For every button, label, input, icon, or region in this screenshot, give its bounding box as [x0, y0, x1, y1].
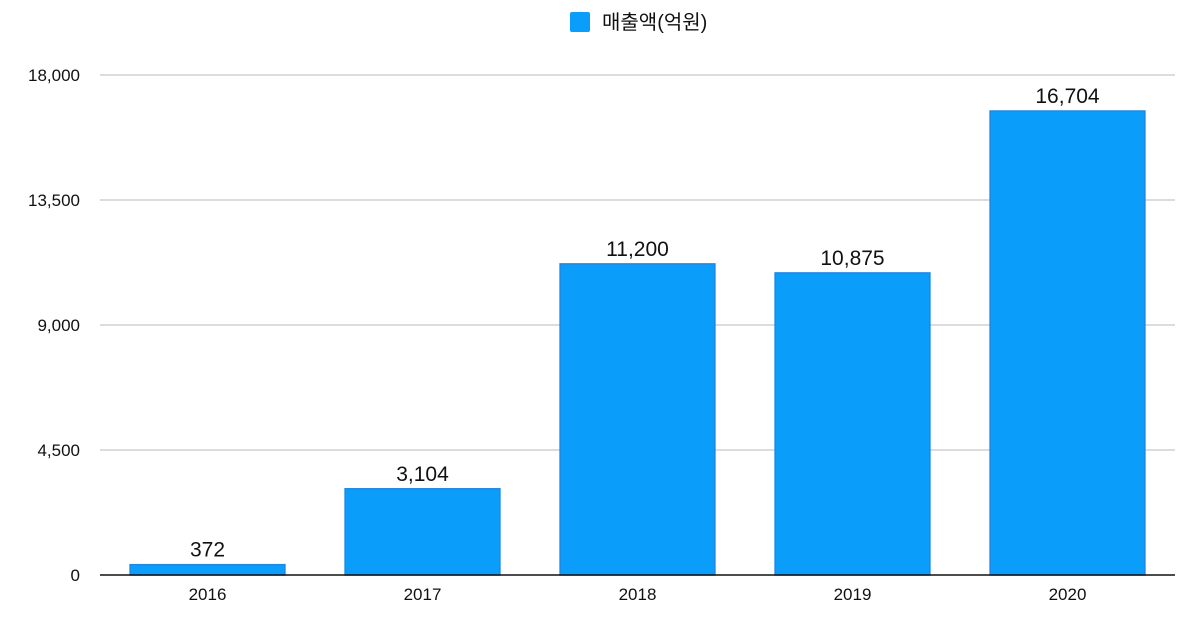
- legend-label: 매출액(억원): [602, 11, 707, 34]
- x-axis-ticks: 2016 2017 2018 2019 2020: [189, 585, 1087, 604]
- bar-2020: [989, 110, 1146, 576]
- data-label-2019: 10,875: [820, 247, 884, 270]
- bar-2016: [129, 563, 286, 576]
- legend: 매출액(억원): [570, 11, 707, 34]
- data-label-2018: 11,200: [606, 238, 669, 261]
- bars: 372 3,104 11,200 10,875 16,704: [129, 85, 1146, 576]
- bar-2017: [344, 488, 501, 576]
- y-axis-ticks: 0 4,500 9,000 13,500 18,000: [28, 66, 80, 585]
- x-tick-label: 2018: [619, 585, 657, 604]
- y-tick-label: 0: [71, 566, 80, 585]
- data-label-2016: 372: [190, 539, 225, 562]
- bar-2018: [559, 263, 716, 576]
- x-tick-label: 2017: [404, 585, 442, 604]
- y-tick-label: 13,500: [28, 191, 80, 210]
- data-label-2017: 3,104: [396, 463, 449, 486]
- y-tick-label: 18,000: [28, 66, 80, 85]
- y-tick-label: 9,000: [37, 316, 80, 335]
- bar-2019: [774, 272, 931, 576]
- x-tick-label: 2019: [834, 585, 872, 604]
- y-tick-label: 4,500: [37, 441, 80, 460]
- x-tick-label: 2016: [189, 585, 227, 604]
- data-label-2020: 16,704: [1035, 85, 1100, 108]
- x-tick-label: 2020: [1049, 585, 1087, 604]
- legend-swatch: [570, 12, 590, 32]
